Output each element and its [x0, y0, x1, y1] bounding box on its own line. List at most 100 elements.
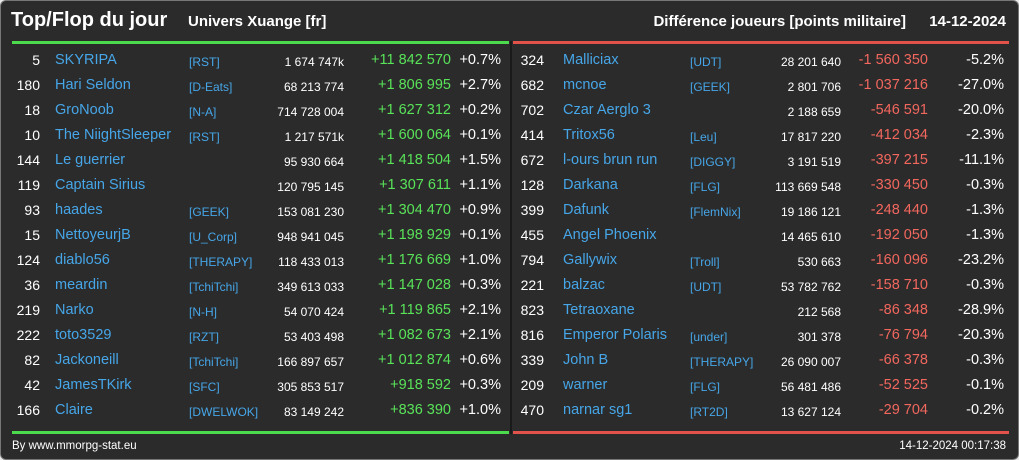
- player-name-link[interactable]: Tetraoxane: [563, 302, 635, 318]
- player-name-link[interactable]: Gallywix: [563, 252, 617, 268]
- player-name-link[interactable]: Dafunk: [563, 202, 609, 218]
- player-name-link[interactable]: Captain Sirius: [55, 177, 146, 193]
- table-row: 219 Narko [N-H] 54 070 424 +1 119 865 +2.1%: [1, 298, 510, 323]
- player-name-link[interactable]: Le guerrier: [55, 152, 126, 168]
- player-name-link[interactable]: NettoyeurjB: [55, 227, 131, 243]
- player-points: 113 669 548: [775, 180, 841, 194]
- percent-change: +1.0%: [459, 402, 501, 418]
- player-name-link[interactable]: JamesTKirk: [55, 377, 132, 393]
- player-name-link[interactable]: Narko: [55, 302, 94, 318]
- alliance-tag-link[interactable]: [RZT]: [189, 330, 219, 344]
- alliance-tag-link[interactable]: [THERAPY]: [189, 255, 253, 269]
- player-name-link[interactable]: Hari Seldon: [55, 77, 131, 93]
- player-name-link[interactable]: Claire: [55, 402, 93, 418]
- alliance-tag-link[interactable]: [GEEK]: [189, 205, 230, 219]
- alliance-tag-link[interactable]: [FlemNix]: [690, 205, 741, 219]
- player-rank: 144: [16, 152, 40, 168]
- player-points: 349 613 033: [277, 280, 344, 294]
- percent-change: +0.1%: [459, 227, 501, 243]
- alliance-tag-link[interactable]: [N-H]: [189, 305, 217, 319]
- player-name-link[interactable]: Darkana: [563, 177, 618, 193]
- player-name-link[interactable]: The NiightSleeper: [55, 127, 172, 143]
- player-name-link[interactable]: balzac: [563, 277, 605, 293]
- points-delta: +918 592: [390, 377, 451, 393]
- alliance-tag-link[interactable]: [UDT]: [690, 55, 722, 69]
- player-points: 53 403 498: [283, 330, 344, 344]
- alliance-tag-link[interactable]: [U_Corp]: [189, 230, 238, 244]
- player-name-link[interactable]: SKYRIPA: [55, 52, 117, 68]
- alliance-tag-link[interactable]: [THERAPY]: [690, 355, 754, 369]
- player-name-link[interactable]: l-ours brun run: [563, 152, 658, 168]
- points-delta: -1 037 216: [858, 77, 928, 93]
- percent-change: -27.0%: [958, 77, 1004, 93]
- alliance-tag-link[interactable]: [under]: [690, 330, 728, 344]
- player-rank: 399: [520, 202, 544, 218]
- player-name-link[interactable]: meardin: [55, 277, 108, 293]
- points-delta: +1 806 995: [378, 77, 451, 93]
- player-points: 118 433 013: [278, 255, 344, 269]
- points-delta: -86 348: [878, 302, 928, 318]
- points-delta: +1 600 064: [378, 127, 451, 143]
- player-points: 301 378: [797, 330, 841, 344]
- player-rank: 414: [520, 127, 544, 143]
- player-name-link[interactable]: warner: [563, 377, 608, 393]
- table-row: 5 SKYRIPA [RST] 1 674 747k +11 842 570 +0.7%: [1, 48, 510, 73]
- player-name-link[interactable]: haades: [55, 202, 103, 218]
- player-name-link[interactable]: narnar sg1: [563, 402, 633, 418]
- points-delta: -160 096: [870, 252, 928, 268]
- alliance-tag-link[interactable]: [DIGGY]: [690, 155, 736, 169]
- column-separator: [510, 41, 512, 434]
- table-row: 209 warner [FLG] 56 481 486 -52 525 -0.1%: [512, 373, 1009, 398]
- percent-change: -28.9%: [958, 302, 1004, 318]
- player-rank: 10: [24, 127, 40, 143]
- alliance-tag-link[interactable]: [N-A]: [189, 105, 217, 119]
- player-points: 166 897 657: [277, 355, 344, 369]
- player-rank: 816: [520, 327, 544, 343]
- alliance-tag-link[interactable]: [TchiTchi]: [189, 280, 239, 294]
- percent-change: +2.1%: [459, 327, 501, 343]
- player-name-link[interactable]: Angel Phoenix: [563, 227, 657, 243]
- player-points: 530 663: [797, 255, 841, 269]
- points-delta: +1 147 028: [378, 277, 451, 293]
- player-name-link[interactable]: diablo56: [55, 252, 110, 268]
- table-row: 166 Claire [DWELWOK] 83 149 242 +836 390 +1.0…: [1, 398, 510, 423]
- player-points: 2 801 706: [787, 80, 841, 94]
- alliance-tag-link[interactable]: [RST]: [189, 130, 220, 144]
- player-points: 212 568: [797, 305, 841, 319]
- player-name-link[interactable]: mcnoe: [563, 77, 607, 93]
- alliance-tag-link[interactable]: [TchiTchi]: [189, 355, 239, 369]
- player-name-link[interactable]: Malliciax: [563, 52, 619, 68]
- alliance-tag-link[interactable]: [D-Eats]: [189, 80, 233, 94]
- footer-credit: By www.mmorpg-stat.eu: [12, 440, 137, 452]
- player-name-link[interactable]: Czar Aerglo 3: [563, 102, 651, 118]
- player-name-link[interactable]: GroNoob: [55, 102, 114, 118]
- percent-change: -1.3%: [966, 227, 1004, 243]
- table-row: 339 John B [THERAPY] 26 090 007 -66 378 -0.3%: [512, 348, 1009, 373]
- table-row: 324 Malliciax [UDT] 28 201 640 -1 560 350 -5.…: [512, 48, 1009, 73]
- percent-change: -20.3%: [958, 327, 1004, 343]
- metric-label: Différence joueurs [points militaire]: [653, 13, 906, 30]
- alliance-tag-link[interactable]: [SFC]: [189, 380, 220, 394]
- player-name-link[interactable]: Tritox56: [563, 127, 615, 143]
- alliance-tag-link[interactable]: [FLG]: [690, 380, 721, 394]
- points-delta: +836 390: [390, 402, 451, 418]
- player-name-link[interactable]: Jackoneill: [55, 352, 119, 368]
- player-points: 714 728 004: [277, 105, 344, 119]
- points-delta: +1 082 673: [378, 327, 451, 343]
- alliance-tag-link[interactable]: [RT2D]: [690, 405, 728, 419]
- player-rank: 221: [520, 277, 544, 293]
- percent-change: -20.0%: [958, 102, 1004, 118]
- alliance-tag-link[interactable]: [Leu]: [690, 130, 717, 144]
- points-delta: -192 050: [870, 227, 928, 243]
- player-name-link[interactable]: Emperor Polaris: [563, 327, 667, 343]
- player-name-link[interactable]: John B: [563, 352, 609, 368]
- percent-change: +1.0%: [459, 252, 501, 268]
- table-row: 672 l-ours brun run [DIGGY] 3 191 519 -397 2…: [512, 148, 1009, 173]
- player-name-link[interactable]: toto3529: [55, 327, 112, 343]
- alliance-tag-link[interactable]: [DWELWOK]: [189, 405, 259, 419]
- alliance-tag-link[interactable]: [RST]: [189, 55, 220, 69]
- alliance-tag-link[interactable]: [FLG]: [690, 180, 721, 194]
- alliance-tag-link[interactable]: [GEEK]: [690, 80, 731, 94]
- alliance-tag-link[interactable]: [Troll]: [690, 255, 720, 269]
- alliance-tag-link[interactable]: [UDT]: [690, 280, 722, 294]
